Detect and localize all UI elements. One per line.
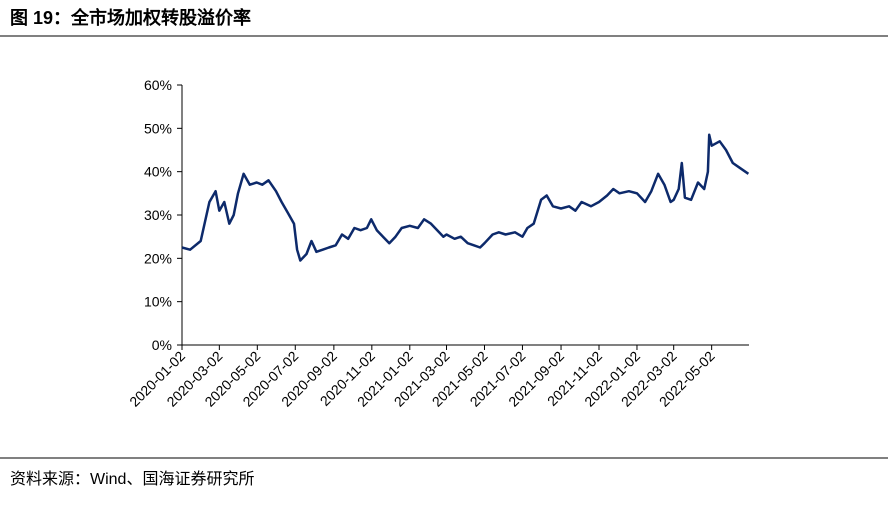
- line-series: [181, 133, 750, 262]
- y-tick-label: 0%: [152, 337, 172, 353]
- y-tick-label: 30%: [144, 207, 172, 223]
- y-tick-label: 10%: [144, 294, 172, 310]
- y-tick-label: 20%: [144, 250, 172, 266]
- y-tick-label: 60%: [144, 77, 172, 93]
- source: 资料来源：Wind、国海证券研究所: [10, 470, 254, 488]
- chart-title: 图 19：全市场加权转股溢价率: [10, 7, 251, 28]
- y-tick-label: 50%: [144, 120, 172, 136]
- y-tick-label: 40%: [144, 164, 172, 180]
